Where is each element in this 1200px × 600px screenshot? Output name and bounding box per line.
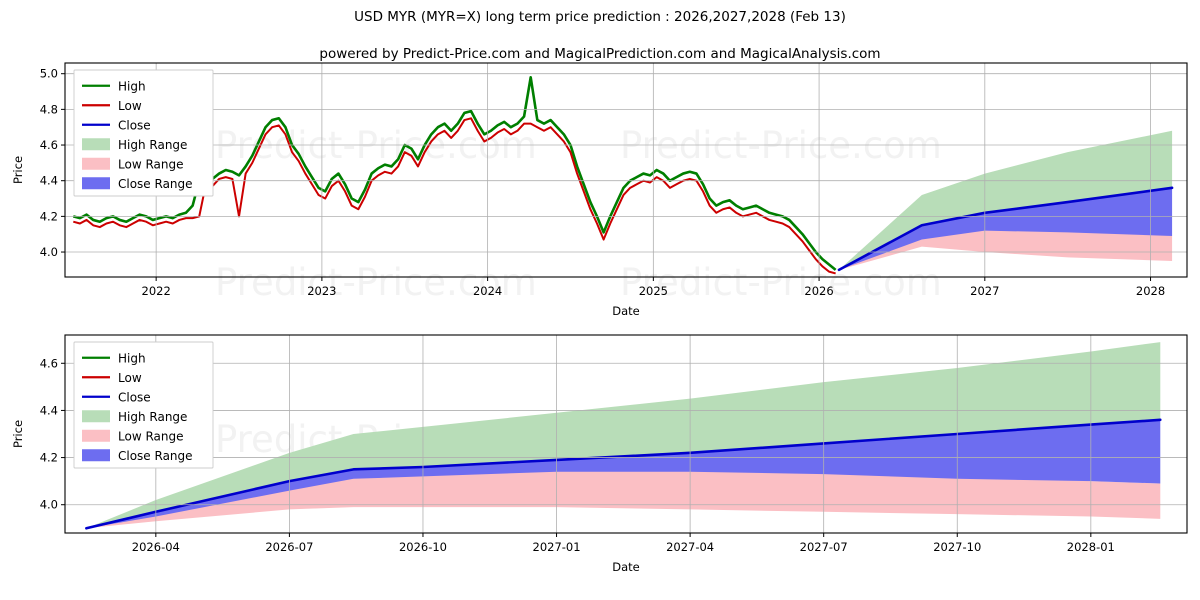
x-tick-label: 2028-01 — [1067, 540, 1115, 554]
y-tick-label: 4.2 — [40, 209, 58, 223]
y-axis-label: Price — [11, 420, 25, 448]
y-tick-label: 4.0 — [40, 245, 58, 259]
watermark-text: Predict-Price.com — [620, 124, 942, 167]
watermark-text: Predict-Price.com — [215, 261, 537, 304]
legend: High Low Close High Range Low Range Close Ran… — [73, 69, 214, 197]
legend-item-label: Low — [118, 99, 142, 113]
legend-item-label: Close — [118, 118, 151, 132]
legend-item[interactable]: Low Range — [82, 157, 183, 171]
legend-item[interactable]: High Range — [82, 410, 187, 424]
x-tick-label: 2024 — [473, 284, 502, 298]
legend-item-label: Close — [118, 390, 151, 404]
band-close-range — [838, 187, 1173, 270]
legend: High Low Close High Range Low Range Close Ran… — [73, 341, 214, 469]
x-tick-label: 2027-07 — [800, 540, 848, 554]
y-tick-label: 4.6 — [40, 356, 58, 370]
watermark-text: Predict-Price.com — [620, 261, 942, 304]
series-low-line — [73, 117, 836, 275]
legend-item[interactable]: High — [82, 79, 146, 93]
legend-item-label: Close Range — [118, 177, 193, 191]
y-tick-label: 5.0 — [40, 67, 58, 81]
chart-panel-top-chart: Predict-Price.com Predict-Price.com Predic… — [11, 62, 1188, 318]
x-tick-label: 2026-04 — [132, 540, 180, 554]
band-close-range — [86, 419, 1161, 529]
legend-item[interactable]: Close Range — [82, 177, 193, 191]
x-tick-label: 2027-10 — [933, 540, 981, 554]
watermark-group: Predict-Price.com Predict-Price.com Predic… — [215, 124, 942, 304]
x-tick-label: 2025 — [639, 284, 668, 298]
legend-item[interactable]: Low Range — [82, 429, 183, 443]
x-tick-label: 2027-01 — [533, 540, 581, 554]
y-axis-label: Price — [11, 156, 25, 184]
page-subtitle: powered by Predict-Price.com and Magical… — [319, 46, 881, 62]
legend-item[interactable]: Close — [82, 390, 151, 404]
legend-item[interactable]: High — [82, 351, 146, 365]
legend-patch-swatch — [82, 177, 110, 190]
legend-item-label: Low Range — [118, 157, 183, 171]
legend-item-label: High Range — [118, 410, 187, 424]
legend-patch-swatch — [82, 429, 110, 442]
y-tick-label: 4.2 — [40, 451, 58, 465]
x-tick-label: 2026 — [804, 284, 833, 298]
legend-item[interactable]: High Range — [82, 138, 187, 152]
legend-patch-swatch — [82, 449, 110, 462]
page-title: USD MYR (MYR=X) long term price predicti… — [354, 9, 846, 25]
legend-patch-swatch — [82, 410, 110, 423]
legend-item[interactable]: Low — [82, 371, 142, 385]
x-tick-label: 2027-04 — [666, 540, 714, 554]
y-tick-label: 4.0 — [40, 498, 58, 512]
band-low-range — [86, 462, 1161, 529]
legend-item[interactable]: Close Range — [82, 449, 193, 463]
x-tick-label: 2028 — [1136, 284, 1165, 298]
legend-item-label: High — [118, 351, 146, 365]
legend-item[interactable]: Close — [82, 118, 151, 132]
band-high-range — [838, 130, 1173, 270]
x-axis-label: Date — [612, 560, 640, 574]
y-tick-label: 4.4 — [40, 403, 58, 417]
axes-group: 4.0 4.2 4.4 4.6 4.8 5.0 2022 2023 2024 2025 2026 20… — [11, 67, 1165, 318]
plot-border — [64, 334, 1188, 534]
y-tick-label: 4.4 — [40, 174, 58, 188]
plot-area — [72, 75, 1174, 275]
x-tick-label: 2022 — [142, 284, 171, 298]
x-tick-label: 2026-07 — [265, 540, 313, 554]
legend-item-label: Close Range — [118, 449, 193, 463]
legend-item-label: High Range — [118, 138, 187, 152]
x-axis-label: Date — [612, 304, 640, 318]
legend-item-label: High — [118, 79, 146, 93]
x-tick-label: 2027 — [970, 284, 999, 298]
legend-item-label: Low Range — [118, 429, 183, 443]
chart-panel-bottom-chart: Predict-Price.comPredict-Price.com4.04.2… — [11, 334, 1188, 574]
plot-border — [64, 62, 1188, 278]
legend-item[interactable]: Low — [82, 99, 142, 113]
legend-patch-swatch — [82, 157, 110, 170]
band-high-range — [86, 342, 1161, 529]
x-tick-label: 2023 — [307, 284, 336, 298]
legend-patch-swatch — [82, 138, 110, 151]
axes-group: 4.0 4.2 4.4 4.6 2026-04 2026-07 2026-10 2027-01… — [11, 356, 1115, 574]
legend-item-label: Low — [118, 371, 142, 385]
gridlines — [65, 335, 1187, 533]
x-tick-label: 2026-10 — [399, 540, 447, 554]
y-tick-label: 4.8 — [40, 102, 58, 116]
y-tick-label: 4.6 — [40, 138, 58, 152]
